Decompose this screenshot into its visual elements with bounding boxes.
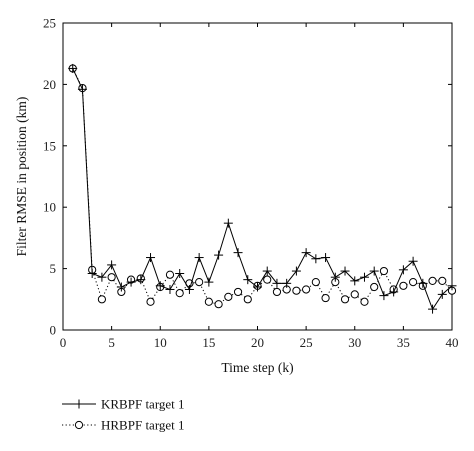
x-tick-label: 10 xyxy=(154,335,167,350)
legend-label-krbpf: KRBPF target 1 xyxy=(101,397,185,412)
data-point-hrbpf xyxy=(292,286,301,295)
x-tick-label: 35 xyxy=(397,335,410,350)
data-point-hrbpf xyxy=(204,297,213,306)
data-point-hrbpf xyxy=(243,295,252,304)
data-point-hrbpf xyxy=(195,278,204,287)
data-point-hrbpf xyxy=(146,297,155,306)
data-point-hrbpf xyxy=(233,287,243,297)
series-krbpf xyxy=(68,63,457,314)
y-tick-label: 0 xyxy=(50,323,57,338)
y-axis-ticks: 0 5 10 15 20 25 xyxy=(43,16,452,338)
legend-swatch-hrbpf-marker xyxy=(74,420,84,430)
y-tick-label: 15 xyxy=(43,138,56,153)
x-tick-label: 0 xyxy=(60,335,67,350)
data-point-hrbpf xyxy=(214,300,223,309)
data-point-hrbpf xyxy=(340,295,350,304)
x-axis-label: Time step (k) xyxy=(221,360,293,375)
x-tick-label: 40 xyxy=(446,335,459,350)
data-point-hrbpf xyxy=(350,290,359,299)
data-point-hrbpf xyxy=(97,295,107,304)
data-point-hrbpf xyxy=(379,266,389,276)
series-line-hrbpf xyxy=(72,68,453,305)
series-layer xyxy=(68,63,457,314)
data-point-hrbpf xyxy=(360,297,369,306)
legend-item-krbpf: KRBPF target 1 xyxy=(62,397,185,412)
x-tick-label: 5 xyxy=(108,335,115,350)
data-point-hrbpf xyxy=(272,287,282,297)
y-tick-label: 10 xyxy=(43,200,56,215)
data-point-hrbpf xyxy=(399,281,408,290)
x-tick-label: 30 xyxy=(348,335,361,350)
data-point-hrbpf xyxy=(165,270,175,279)
legend-item-hrbpf: HRBPF target 1 xyxy=(62,418,185,433)
legend-label-hrbpf: HRBPF target 1 xyxy=(101,418,185,433)
data-point-hrbpf xyxy=(175,289,184,298)
data-point-hrbpf xyxy=(370,282,379,292)
plot-area: 0 5 10 15 20 25 30 35 40 0 5 10 15 20 25 xyxy=(43,16,459,351)
data-point-hrbpf xyxy=(321,293,330,303)
data-point-hrbpf xyxy=(311,278,320,287)
legend-swatch-krbpf-marker xyxy=(74,399,84,409)
data-point-hrbpf xyxy=(107,273,116,282)
x-axis-ticks: 0 5 10 15 20 25 30 35 40 xyxy=(60,23,459,350)
series-line-krbpf xyxy=(72,68,453,311)
x-tick-label: 25 xyxy=(300,335,313,350)
data-point-hrbpf xyxy=(224,292,233,301)
x-tick-label: 15 xyxy=(202,335,215,350)
legend-marker-circle xyxy=(74,420,84,430)
series-hrbpf xyxy=(68,64,457,309)
data-point-hrbpf xyxy=(263,275,272,284)
data-point-hrbpf xyxy=(409,278,418,287)
data-point-hrbpf xyxy=(302,285,311,294)
data-point-hrbpf xyxy=(428,276,437,285)
x-tick-label: 20 xyxy=(251,335,264,350)
legend: KRBPF target 1 HRBPF target 1 xyxy=(62,397,185,433)
y-tick-label: 25 xyxy=(43,16,56,31)
y-axis-label: Filter RMSE in position (km) xyxy=(14,97,29,257)
data-point-hrbpf xyxy=(438,276,447,285)
y-tick-label: 5 xyxy=(50,261,57,276)
y-tick-label: 20 xyxy=(43,77,56,92)
